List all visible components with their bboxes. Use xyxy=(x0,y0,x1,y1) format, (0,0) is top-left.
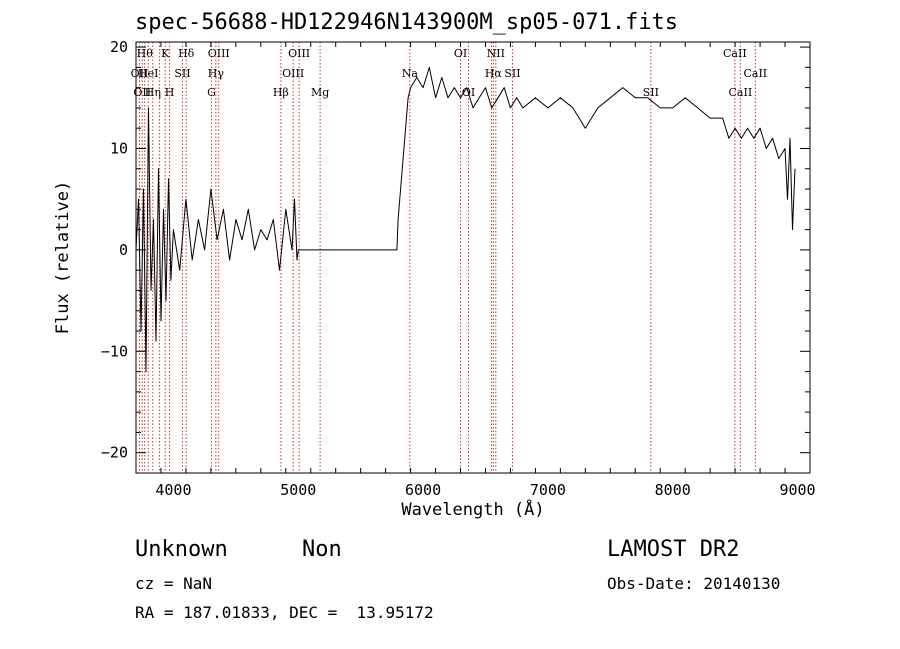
line-label-18: Hη xyxy=(145,86,161,99)
line-label-25: CaII xyxy=(729,86,753,99)
line-label-4: OIII xyxy=(288,47,310,60)
line-label-1: K xyxy=(161,47,170,60)
line-label-7: CaII xyxy=(723,47,747,60)
y-tick-label-1: −10 xyxy=(101,342,128,360)
y-tick-label-2: 0 xyxy=(119,241,128,259)
y-tick-label-3: 10 xyxy=(110,139,128,157)
obs-date: Obs-Date: 20140130 xyxy=(607,574,781,593)
y-axis-label: Flux (relative) xyxy=(53,181,73,335)
plot-frame xyxy=(135,41,811,474)
x-tick-label-4: 8000 xyxy=(655,481,691,499)
x-tick-label-2: 6000 xyxy=(405,481,441,499)
line-label-9: HeI xyxy=(138,67,158,80)
line-label-3: OIII xyxy=(208,47,230,60)
line-label-19: H xyxy=(165,86,175,99)
x-axis-label: Wavelength (Å) xyxy=(401,498,544,520)
chart-title: spec-56688-HD122946N143900M_sp05-071.fit… xyxy=(135,10,679,35)
line-label-11: Hγ xyxy=(208,67,225,80)
object-subclass: Non xyxy=(302,537,342,562)
x-tick-label-1: 5000 xyxy=(280,481,316,499)
line-label-22: Mg xyxy=(311,86,329,99)
y-tick-label-0: −20 xyxy=(101,444,128,462)
line-label-15: SII xyxy=(504,67,520,80)
line-label-8: OII xyxy=(131,67,149,80)
y-tick-label-4: 20 xyxy=(110,38,128,56)
line-label-12: OIII xyxy=(282,67,304,80)
line-label-5: OI xyxy=(454,47,467,60)
line-label-6: NII xyxy=(487,47,505,60)
x-tick-label-3: 7000 xyxy=(530,481,566,499)
line-label-17: OII xyxy=(133,86,151,99)
line-label-14: Hα xyxy=(485,67,503,80)
survey-name: LAMOST DR2 xyxy=(607,537,740,562)
line-label-0: Hθ xyxy=(137,47,154,60)
line-label-20: G xyxy=(207,86,216,99)
line-label-16: CaII xyxy=(743,67,767,80)
spectrum-line-0 xyxy=(135,66,796,373)
redshift-cz: cz = NaN xyxy=(135,574,213,593)
line-label-2: Hδ xyxy=(178,47,195,60)
object-class: Unknown xyxy=(135,537,228,562)
line-label-10: SII xyxy=(174,67,190,80)
x-tick-label-0: 4000 xyxy=(155,481,191,499)
line-label-13: Na xyxy=(402,67,419,80)
line-label-24: SII xyxy=(643,86,659,99)
x-tick-label-5: 9000 xyxy=(779,481,815,499)
line-label-21: Hβ xyxy=(273,86,289,99)
ra-dec-coordinates: RA = 187.01833, DEC = 13.95172 xyxy=(135,603,434,622)
